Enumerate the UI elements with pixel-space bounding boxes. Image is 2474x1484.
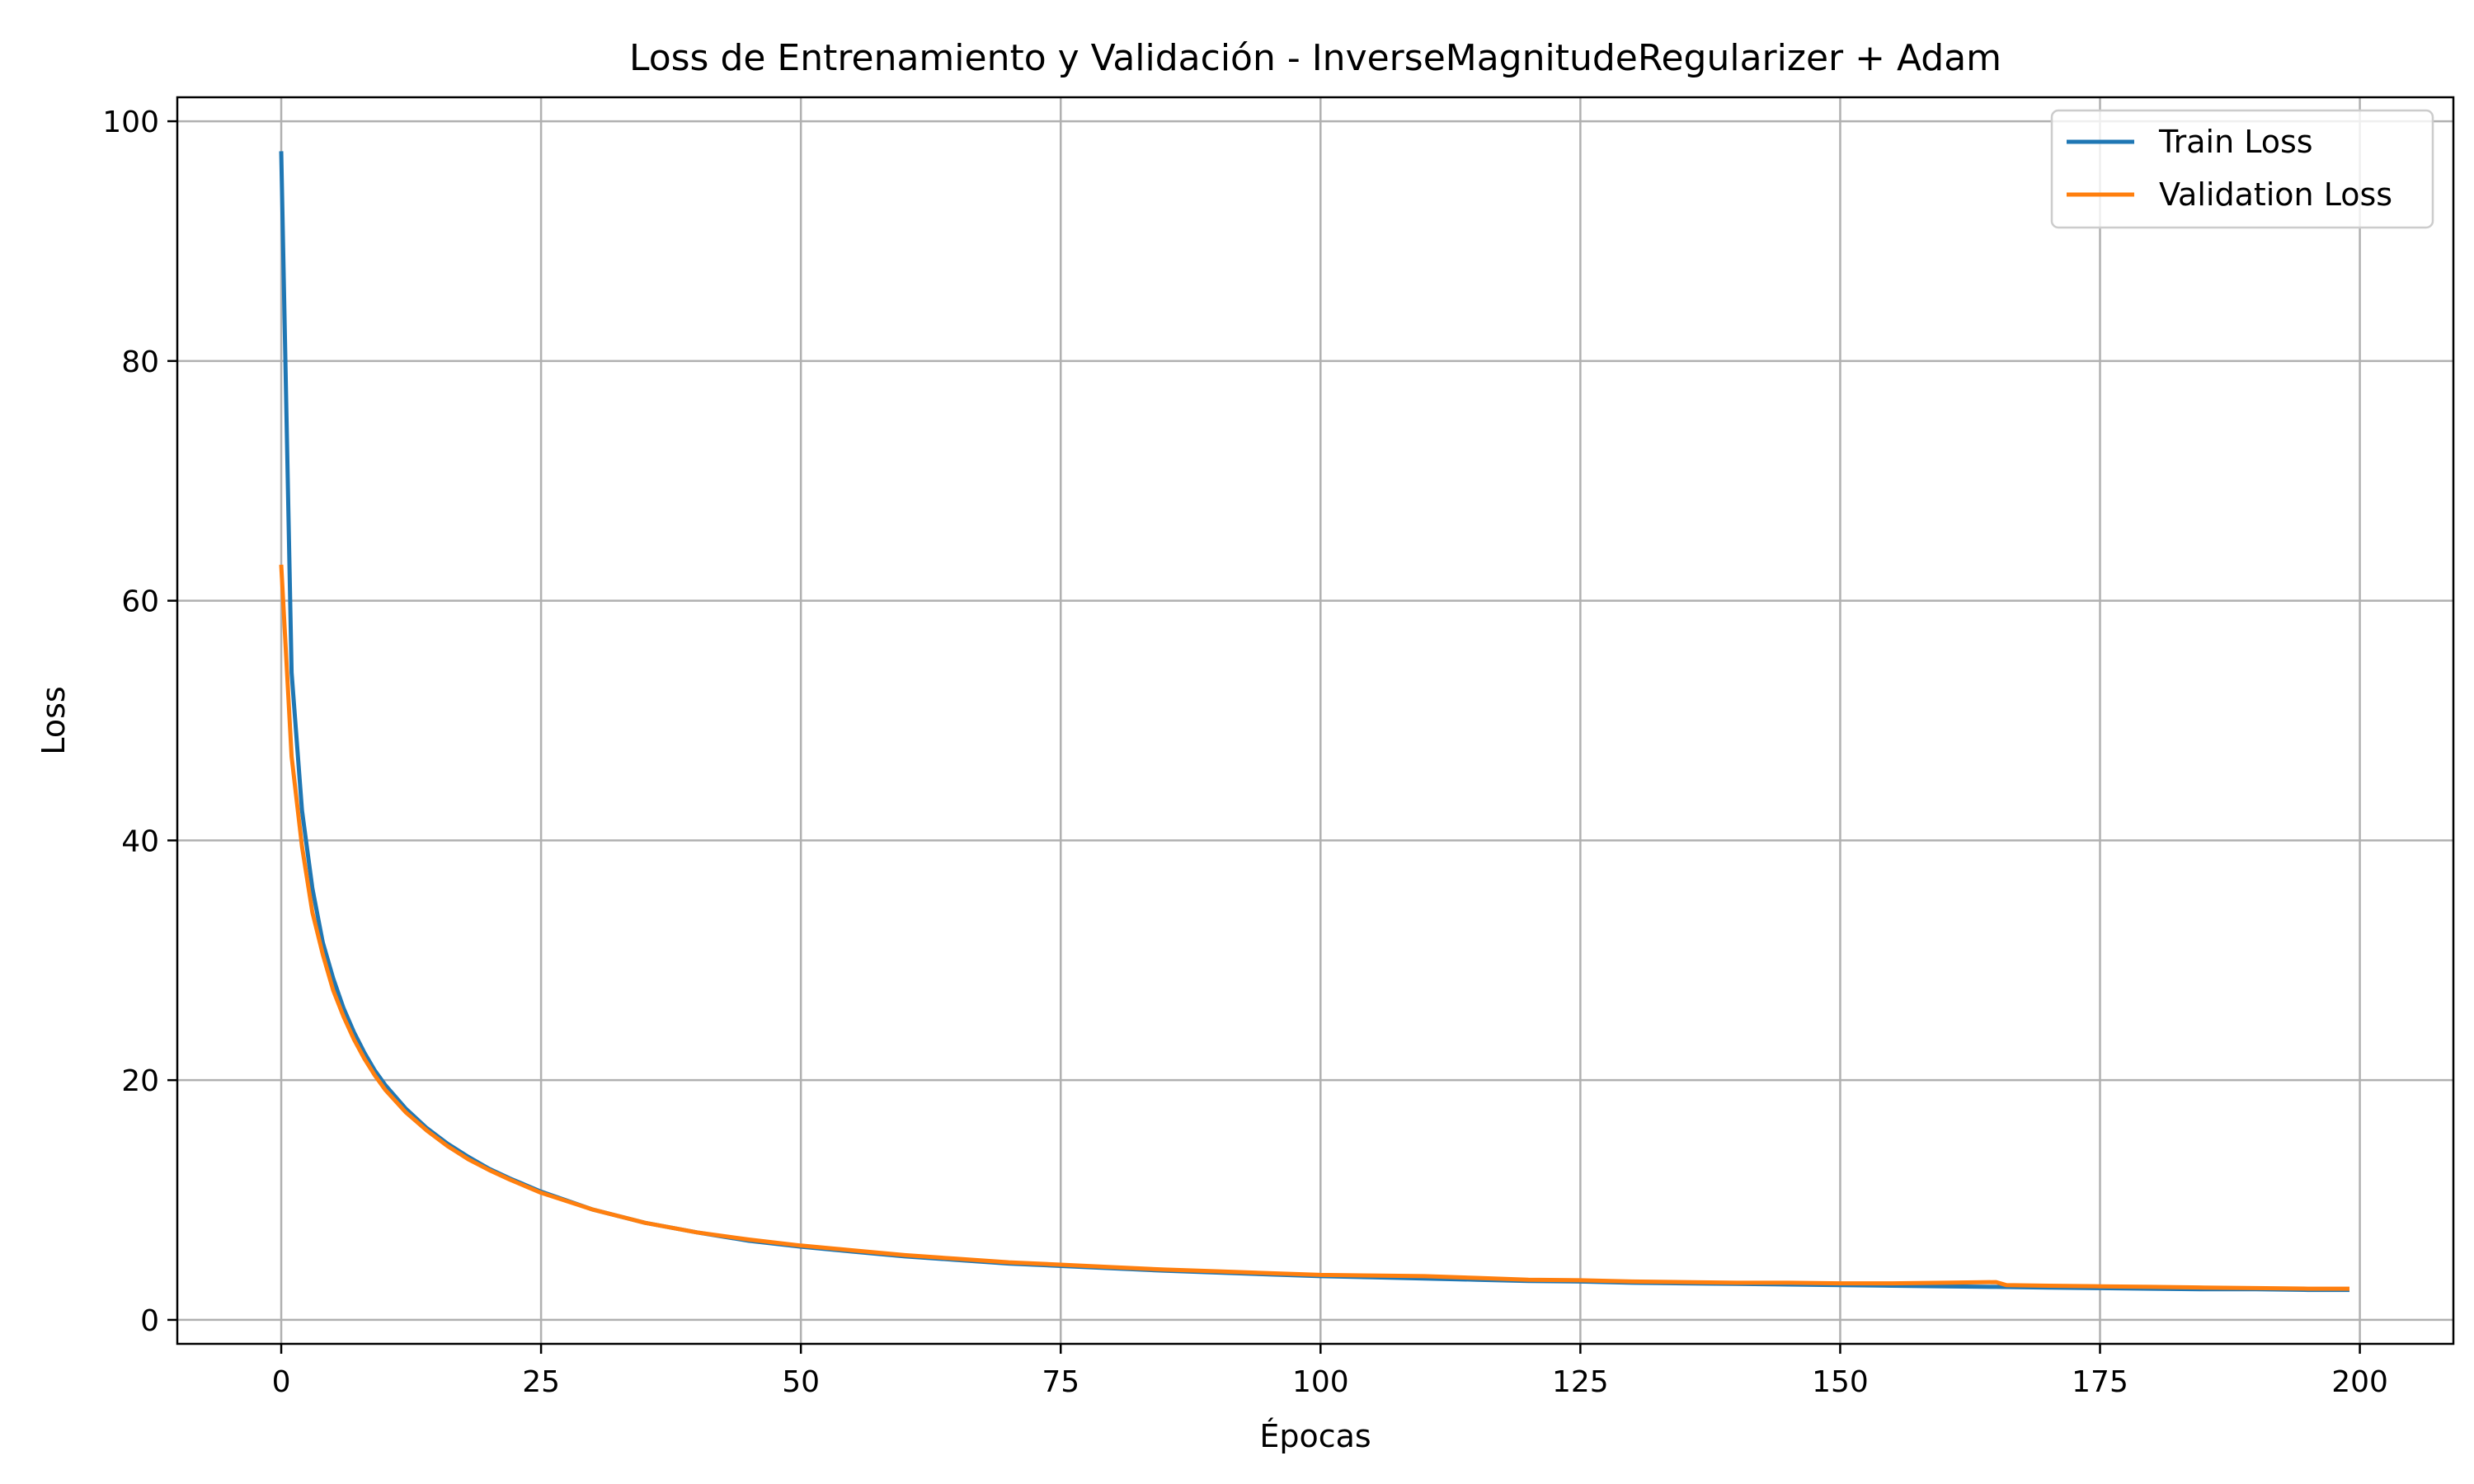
- grid-layer: [177, 97, 2453, 1344]
- y-tick-label: 80: [121, 345, 159, 379]
- legend: Train Loss Validation Loss: [2050, 109, 2434, 229]
- chart-title: Loss de Entrenamiento y Validación - Inv…: [629, 37, 2001, 79]
- y-axis-label: Loss: [35, 686, 72, 754]
- series-layer: [279, 151, 2349, 1293]
- y-tick-label: 0: [140, 1304, 159, 1338]
- x-tick-label: 150: [1812, 1365, 1869, 1399]
- y-tick-label: 20: [121, 1064, 159, 1098]
- plot-frame: [176, 96, 2455, 1345]
- x-tick-label: 0: [272, 1365, 291, 1399]
- x-tick-label: 200: [2331, 1365, 2388, 1399]
- y-tick-label: 100: [102, 106, 159, 139]
- legend-box: [2050, 109, 2434, 229]
- legend-label-validation-loss: Validation Loss: [2159, 176, 2392, 213]
- series-line-validation-loss: [279, 564, 2349, 1291]
- x-tick-label: 50: [782, 1365, 820, 1399]
- y-tick-label: 60: [121, 585, 159, 619]
- x-tick-label: 25: [522, 1365, 560, 1399]
- x-tick-label: 175: [2072, 1365, 2128, 1399]
- y-tick-label: 40: [121, 824, 159, 858]
- x-axis-label: Épocas: [1259, 1418, 1371, 1454]
- x-tick-label: 125: [1552, 1365, 1609, 1399]
- ticks-layer: 0 25 50 75 100 125 150 175 200 0 20 40 60 80 100: [102, 106, 2388, 1399]
- series-line-train-loss: [279, 151, 2349, 1293]
- x-tick-label: 75: [1042, 1365, 1079, 1399]
- legend-label-train-loss: Train Loss: [2158, 124, 2313, 160]
- x-tick-label: 100: [1292, 1365, 1349, 1399]
